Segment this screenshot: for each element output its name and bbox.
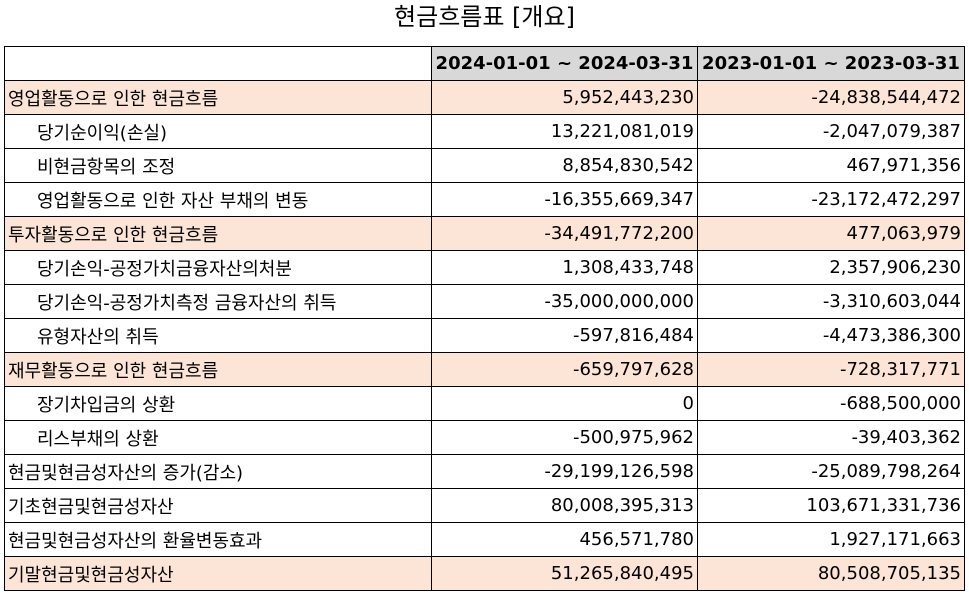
- table-row: 현금및현금성자산의 환율변동효과 456,571,780 1,927,171,663: [4, 522, 965, 557]
- cash-flow-table: 2024-01-01 ~ 2024-03-31 2023-01-01 ~ 202…: [4, 46, 965, 591]
- value-prior-period: -3,310,603,044: [697, 284, 965, 319]
- value-current-period: 13,221,081,019: [431, 114, 698, 149]
- value-prior-period: -688,500,000: [697, 386, 965, 421]
- value-prior-period: -39,403,362: [697, 420, 965, 455]
- table-row: 재무활동으로 인한 현금흐름 -659,797,628 -728,317,771: [4, 352, 965, 387]
- value-current-period: 5,952,443,230: [431, 80, 698, 115]
- value-prior-period: 1,927,171,663: [697, 522, 965, 557]
- table-row: 당기순이익(손실) 13,221,081,019 -2,047,079,387: [4, 114, 965, 149]
- value-current-period: -597,816,484: [431, 318, 698, 353]
- value-prior-period: -2,047,079,387: [697, 114, 965, 149]
- row-label: 비현금항목의 조정: [4, 148, 432, 183]
- value-current-period: -500,975,962: [431, 420, 698, 455]
- row-label: 유형자산의 취득: [4, 318, 432, 353]
- table-row: 투자활동으로 인한 현금흐름 -34,491,772,200 477,063,979: [4, 216, 965, 251]
- table-row: 당기손익-공정가치측정 금융자산의 취득 -35,000,000,000 -3,31…: [4, 284, 965, 319]
- column-header-prior: 2023-01-01 ~ 2023-03-31: [697, 46, 965, 81]
- value-current-period: -35,000,000,000: [431, 284, 698, 319]
- value-prior-period: 103,671,331,736: [697, 488, 965, 523]
- row-label: 리스부채의 상환: [4, 420, 432, 455]
- value-current-period: -34,491,772,200: [431, 216, 698, 251]
- row-label: 장기차입금의 상환: [4, 386, 432, 421]
- value-prior-period: -23,172,472,297: [697, 182, 965, 217]
- value-current-period: 0: [431, 386, 698, 421]
- table-row: 비현금항목의 조정 8,854,830,542 467,971,356: [4, 148, 965, 183]
- value-prior-period: -4,473,386,300: [697, 318, 965, 353]
- value-current-period: -29,199,126,598: [431, 454, 698, 489]
- row-label: 당기순이익(손실): [4, 114, 432, 149]
- table-row: 리스부채의 상환 -500,975,962 -39,403,362: [4, 420, 965, 455]
- row-label: 투자활동으로 인한 현금흐름: [4, 216, 432, 251]
- row-label: 재무활동으로 인한 현금흐름: [4, 352, 432, 387]
- value-current-period: -16,355,669,347: [431, 182, 698, 217]
- value-prior-period: 477,063,979: [697, 216, 965, 251]
- column-header-current: 2024-01-01 ~ 2024-03-31: [431, 46, 698, 81]
- row-label: 당기손익-공정가치측정 금융자산의 취득: [4, 284, 432, 319]
- row-label: 현금및현금성자산의 환율변동효과: [4, 522, 432, 557]
- table-row: 영업활동으로 인한 자산 부채의 변동 -16,355,669,347 -23,17…: [4, 182, 965, 217]
- value-current-period: 80,008,395,313: [431, 488, 698, 523]
- value-current-period: -659,797,628: [431, 352, 698, 387]
- value-prior-period: -24,838,544,472: [697, 80, 965, 115]
- table-row: 당기손익-공정가치금융자산의처분 1,308,433,748 2,357,906,2…: [4, 250, 965, 285]
- row-label: 영업활동으로 인한 자산 부채의 변동: [4, 182, 432, 217]
- table-row: 기말현금및현금성자산 51,265,840,495 80,508,705,135: [4, 556, 965, 591]
- value-prior-period: 2,357,906,230: [697, 250, 965, 285]
- table-row: 현금및현금성자산의 증가(감소) -29,199,126,598 -25,089,7…: [4, 454, 965, 489]
- value-prior-period: -728,317,771: [697, 352, 965, 387]
- value-prior-period: -25,089,798,264: [697, 454, 965, 489]
- value-current-period: 8,854,830,542: [431, 148, 698, 183]
- value-current-period: 456,571,780: [431, 522, 698, 557]
- row-label: 당기손익-공정가치금융자산의처분: [4, 250, 432, 285]
- table-row: 장기차입금의 상환 0 -688,500,000: [4, 386, 965, 421]
- value-prior-period: 467,971,356: [697, 148, 965, 183]
- row-label: 기초현금및현금성자산: [4, 488, 432, 523]
- header-blank-cell: [4, 46, 432, 81]
- value-prior-period: 80,508,705,135: [697, 556, 965, 591]
- table-row: 기초현금및현금성자산 80,008,395,313 103,671,331,736: [4, 488, 965, 523]
- table-header-row: 2024-01-01 ~ 2024-03-31 2023-01-01 ~ 202…: [4, 46, 965, 81]
- row-label: 기말현금및현금성자산: [4, 556, 432, 591]
- table-row: 영업활동으로 인한 현금흐름 5,952,443,230 -24,838,544,4…: [4, 80, 965, 115]
- row-label: 현금및현금성자산의 증가(감소): [4, 454, 432, 489]
- row-label: 영업활동으로 인한 현금흐름: [4, 80, 432, 115]
- value-current-period: 1,308,433,748: [431, 250, 698, 285]
- value-current-period: 51,265,840,495: [431, 556, 698, 591]
- page-title: 현금흐름표 [개요]: [394, 3, 575, 31]
- table-row: 유형자산의 취득 -597,816,484 -4,473,386,300: [4, 318, 965, 353]
